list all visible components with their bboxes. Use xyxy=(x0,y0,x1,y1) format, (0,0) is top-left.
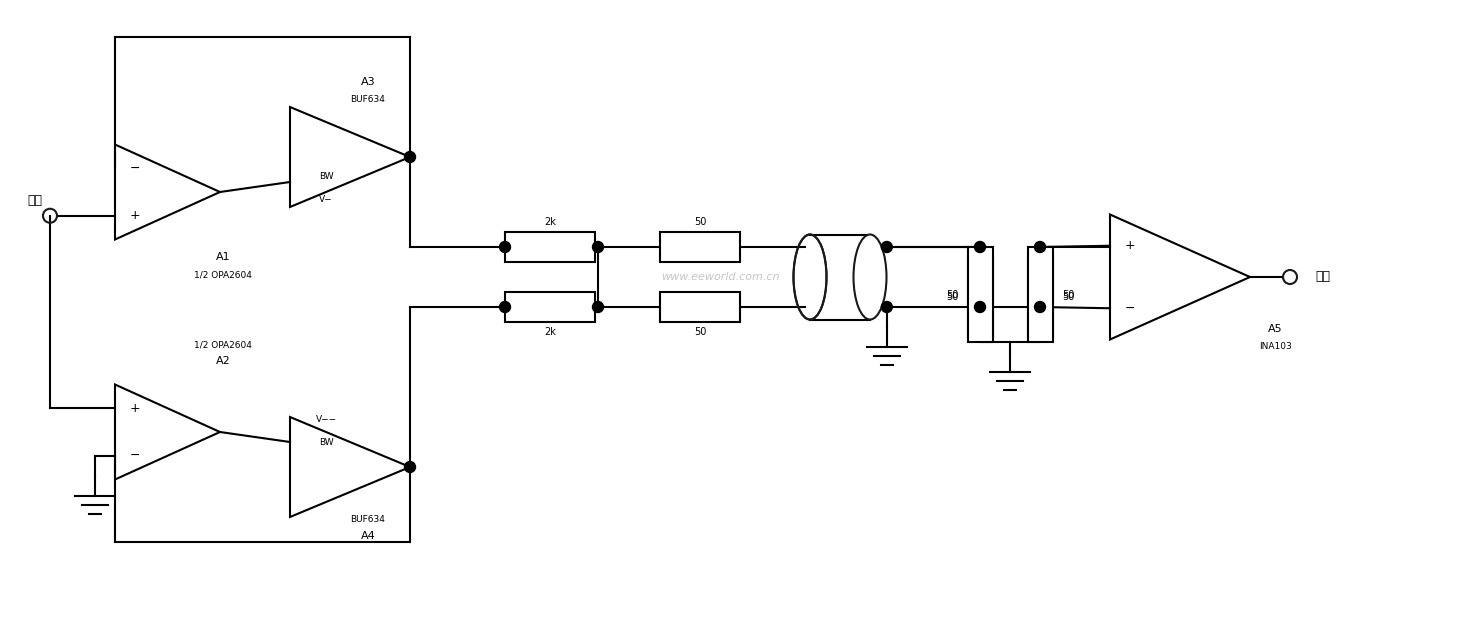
Circle shape xyxy=(881,302,892,312)
Text: 50: 50 xyxy=(946,289,958,300)
Bar xyxy=(506,232,595,262)
Text: +: + xyxy=(130,402,140,415)
Text: INA103: INA103 xyxy=(1259,342,1291,351)
Text: 2k: 2k xyxy=(544,327,556,337)
Text: V−−: V−− xyxy=(315,415,336,424)
Text: A3: A3 xyxy=(361,77,376,87)
Bar xyxy=(660,292,740,322)
Text: −: − xyxy=(130,449,140,462)
Bar xyxy=(967,247,992,342)
Text: 输出: 输出 xyxy=(1315,271,1330,284)
Text: A4: A4 xyxy=(361,531,376,541)
Text: 1/2 OPA2604: 1/2 OPA2604 xyxy=(195,340,252,349)
Text: 1/2 OPA2604: 1/2 OPA2604 xyxy=(195,270,252,279)
Circle shape xyxy=(593,241,603,253)
Text: 50: 50 xyxy=(694,217,706,227)
Circle shape xyxy=(500,302,510,312)
Circle shape xyxy=(404,152,416,162)
Text: V−: V− xyxy=(320,195,333,204)
Text: 50: 50 xyxy=(1061,292,1075,302)
Text: 50: 50 xyxy=(946,292,958,302)
Text: 2k: 2k xyxy=(544,217,556,227)
Circle shape xyxy=(881,241,892,253)
Circle shape xyxy=(593,302,603,312)
Circle shape xyxy=(1035,241,1045,253)
Circle shape xyxy=(974,241,986,253)
Text: 50: 50 xyxy=(1061,289,1075,300)
Text: 输入: 输入 xyxy=(28,194,43,207)
Bar xyxy=(660,232,740,262)
Text: A5: A5 xyxy=(1268,324,1282,334)
Circle shape xyxy=(500,241,510,253)
Bar xyxy=(967,257,992,337)
Text: BUF634: BUF634 xyxy=(351,515,385,524)
Circle shape xyxy=(1035,302,1045,312)
Ellipse shape xyxy=(853,234,886,320)
Text: BUF634: BUF634 xyxy=(351,95,385,104)
Text: −: − xyxy=(130,162,140,175)
Text: A2: A2 xyxy=(215,356,230,366)
Bar xyxy=(506,292,595,322)
Text: −: − xyxy=(1125,302,1135,315)
Text: www.eeworld.com.cn: www.eeworld.com.cn xyxy=(660,272,780,282)
Text: +: + xyxy=(130,209,140,222)
Circle shape xyxy=(974,302,986,312)
Text: +: + xyxy=(1125,239,1135,253)
Text: BW: BW xyxy=(318,438,333,447)
Text: A1: A1 xyxy=(215,252,230,262)
Text: BW: BW xyxy=(318,172,333,181)
Bar xyxy=(1027,247,1052,342)
Circle shape xyxy=(404,462,416,473)
Bar xyxy=(1027,257,1052,337)
Text: 50: 50 xyxy=(694,327,706,337)
